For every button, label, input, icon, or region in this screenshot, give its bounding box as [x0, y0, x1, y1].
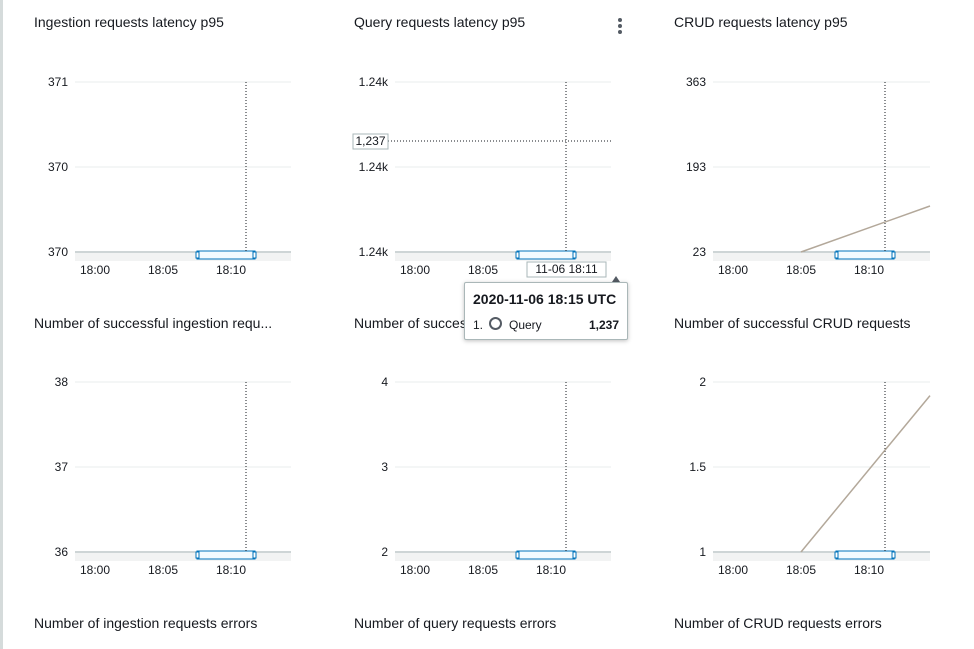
hover-tooltip: 2020-11-06 18:15 UTC 1. Query 1,237	[464, 282, 628, 340]
widget-title: Number of CRUD requests errors	[674, 615, 882, 631]
hover-value-label: 1,237	[355, 134, 385, 148]
widget-title: Number of query requests errors	[354, 615, 557, 631]
series-marker-icon	[489, 317, 502, 330]
brush-handle-right[interactable]	[572, 551, 577, 559]
x-axis-band	[713, 551, 930, 561]
brush-handle-right[interactable]	[252, 251, 257, 259]
time-range-brush[interactable]	[516, 250, 576, 260]
time-range-brush[interactable]	[835, 550, 895, 560]
x-axis-band	[713, 251, 930, 261]
y-tick-label: 370	[48, 160, 68, 174]
widget-ingestion-success: Number of successful ingestion requ...	[34, 315, 284, 335]
series-line	[800, 395, 931, 553]
hover-time-box	[526, 261, 607, 278]
time-range-brush[interactable]	[516, 550, 576, 560]
x-tick-label: 18:05	[148, 563, 178, 577]
widget-title: Ingestion requests latency p95	[34, 14, 224, 30]
hover-value-box	[352, 133, 389, 150]
x-tick-label: 18:05	[148, 263, 178, 277]
brush-handle-left[interactable]	[834, 251, 839, 259]
widget-query-errors: Number of query requests errors	[354, 615, 624, 635]
brush-handle-right[interactable]	[572, 251, 577, 259]
x-tick-label: 18:00	[400, 563, 430, 577]
y-tick-label: 193	[686, 160, 706, 174]
time-range-brush[interactable]	[196, 250, 256, 260]
widget-ingestion-errors: Number of ingestion requests errors	[34, 615, 304, 635]
widget-crud-errors: Number of CRUD requests errors	[674, 615, 944, 635]
widget-crud-latency: CRUD requests latency p95	[674, 14, 944, 294]
brush-handle-right[interactable]	[252, 551, 257, 559]
y-tick-label: 36	[55, 545, 69, 559]
x-axis-band	[395, 251, 611, 261]
x-axis-band	[75, 251, 291, 261]
x-tick-label: 18:00	[718, 263, 748, 277]
brush-handle-left[interactable]	[195, 551, 200, 559]
x-axis-band	[395, 551, 611, 561]
widget-crud-success: Number of successful CRUD requests	[674, 315, 934, 335]
brush-handle-left[interactable]	[834, 551, 839, 559]
brush-handle-left[interactable]	[515, 551, 520, 559]
y-tick-label: 38	[55, 375, 69, 389]
brush-handle-left[interactable]	[515, 251, 520, 259]
y-tick-label: 1	[699, 545, 706, 559]
widget-ingestion-latency: Ingestion requests latency p95	[34, 14, 304, 294]
brush-handle-right[interactable]	[891, 251, 896, 259]
y-tick-label: 363	[686, 75, 706, 89]
tooltip-index: 1.	[473, 318, 484, 332]
time-range-brush[interactable]	[196, 550, 256, 560]
y-tick-label: 1.24k	[359, 245, 389, 259]
x-axis-band	[75, 551, 291, 561]
x-tick-label: 18:00	[400, 263, 430, 277]
y-tick-label: 1.24k	[359, 160, 389, 174]
widget-title: Number of successful CRUD requests	[674, 315, 911, 331]
tooltip-pointer	[612, 276, 620, 282]
tooltip-time: 2020-11-06 18:15 UTC	[473, 291, 617, 307]
brush-handle-right[interactable]	[891, 551, 896, 559]
y-tick-label: 371	[48, 75, 68, 89]
x-tick-label: 18:00	[80, 563, 110, 577]
x-tick-label: 18:05	[468, 263, 498, 277]
dashboard-left-border	[0, 0, 3, 649]
tooltip-value: 1,237	[588, 318, 619, 332]
x-tick-label: 18:05	[786, 263, 816, 277]
y-tick-label: 23	[693, 245, 707, 259]
y-tick-label: 370	[48, 245, 68, 259]
y-tick-label: 4	[381, 375, 388, 389]
widget-title: CRUD requests latency p95	[674, 14, 848, 30]
x-tick-label: 18:05	[786, 563, 816, 577]
brush-handle-left[interactable]	[195, 251, 200, 259]
x-tick-label: 18:10	[536, 563, 566, 577]
widget-title: Number of successful ingestion requ...	[34, 315, 273, 331]
widget-title: Query requests latency p95	[354, 14, 526, 30]
x-tick-label: 18:00	[718, 563, 748, 577]
x-tick-label: 18:00	[80, 263, 110, 277]
y-tick-label: 2	[699, 375, 706, 389]
hover-time-label: 11-06 18:11	[535, 262, 598, 276]
y-tick-label: 37	[55, 460, 69, 474]
widget-query-success: Number of succes	[354, 315, 604, 335]
x-tick-label: 18:10	[854, 263, 884, 277]
x-tick-label: 18:10	[216, 563, 246, 577]
widget-title: Number of succes	[354, 315, 467, 331]
x-tick-label: 18:10	[854, 563, 884, 577]
time-range-brush[interactable]	[835, 250, 895, 260]
widget-query-latency: Query requests latency p95	[354, 14, 624, 294]
widget-title: Number of ingestion requests errors	[34, 615, 258, 631]
y-tick-label: 3	[381, 460, 388, 474]
tooltip-series-name: Query	[509, 318, 542, 332]
widget-actions-kebab-icon[interactable]	[614, 14, 626, 38]
x-tick-label: 18:05	[468, 563, 498, 577]
y-tick-label: 1.24k	[359, 75, 389, 89]
y-tick-label: 1.5	[689, 460, 706, 474]
y-tick-label: 2	[381, 545, 388, 559]
x-tick-label: 18:10	[216, 263, 246, 277]
series-line	[800, 205, 931, 253]
